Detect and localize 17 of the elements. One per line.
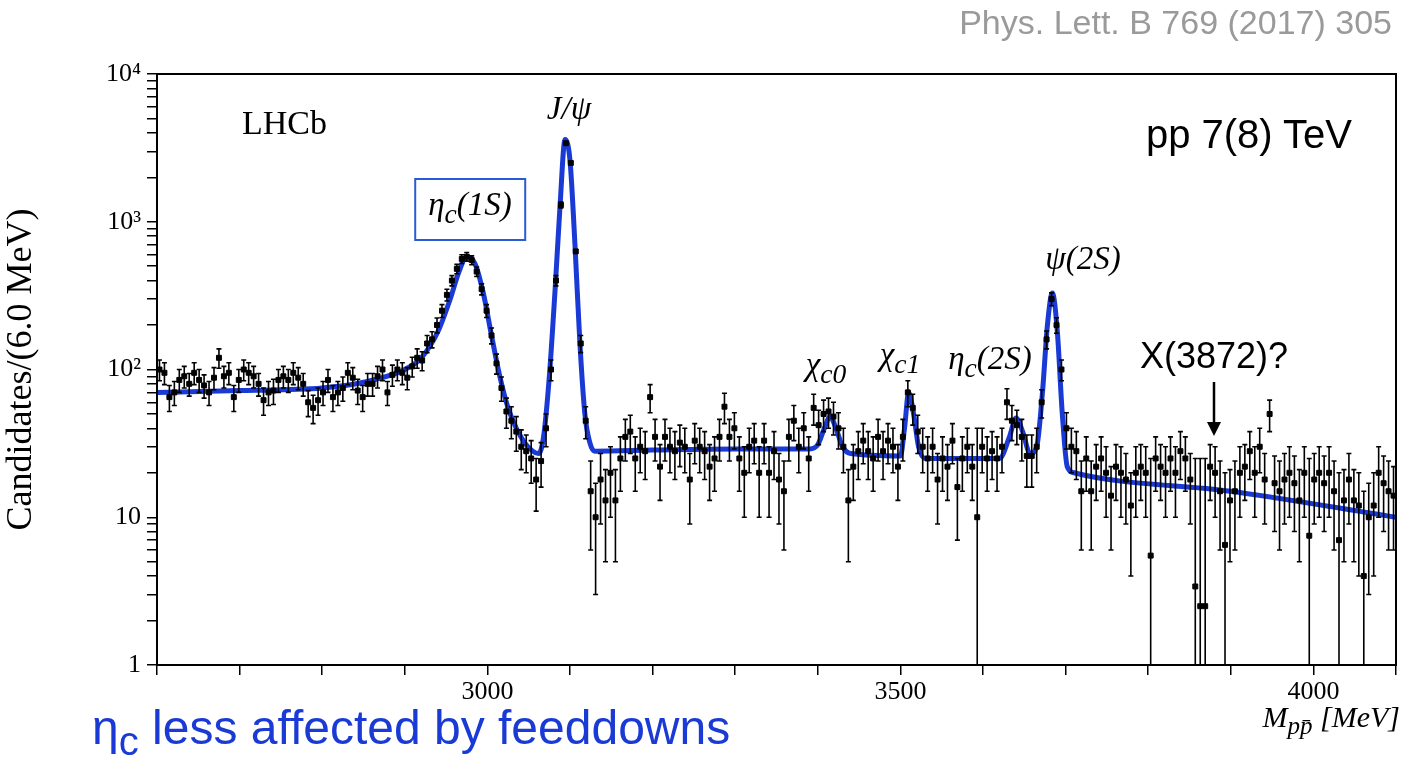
annotation: J/ψ [546, 90, 592, 126]
annotation: η$_{c}$(1S) [428, 186, 512, 229]
y-tick-label: 10⁴ [105, 57, 141, 87]
y-tick-label: 1 [128, 648, 141, 678]
x-tick-label: 3500 [874, 676, 927, 706]
annotation: pp 7(8) TeV [1145, 112, 1352, 156]
y-axis-title: Candidates/(6.0 MeV) [0, 208, 40, 531]
y-tick-label: 10² [107, 353, 142, 383]
annotation: χ$_{c0}$ [805, 346, 847, 389]
annotation: ψ(2S) [1045, 240, 1121, 276]
annotation: LHCb [242, 104, 327, 141]
y-tick-label: 10³ [107, 205, 142, 235]
text: Phys. Lett. B 769 (2017) 305 [959, 3, 1392, 41]
annotation: X(3872)? [1139, 335, 1289, 376]
y-tick-label: 10 [115, 501, 141, 531]
annotation: η$_{c}$(2S) [948, 340, 1032, 383]
annotation: χ$_{c1}$ [879, 336, 921, 379]
